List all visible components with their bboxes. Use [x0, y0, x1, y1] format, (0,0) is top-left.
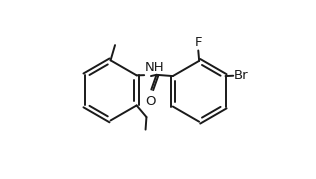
Text: NH: NH	[145, 61, 164, 74]
Text: Br: Br	[234, 69, 249, 82]
Text: F: F	[195, 36, 202, 49]
Text: O: O	[145, 95, 156, 108]
